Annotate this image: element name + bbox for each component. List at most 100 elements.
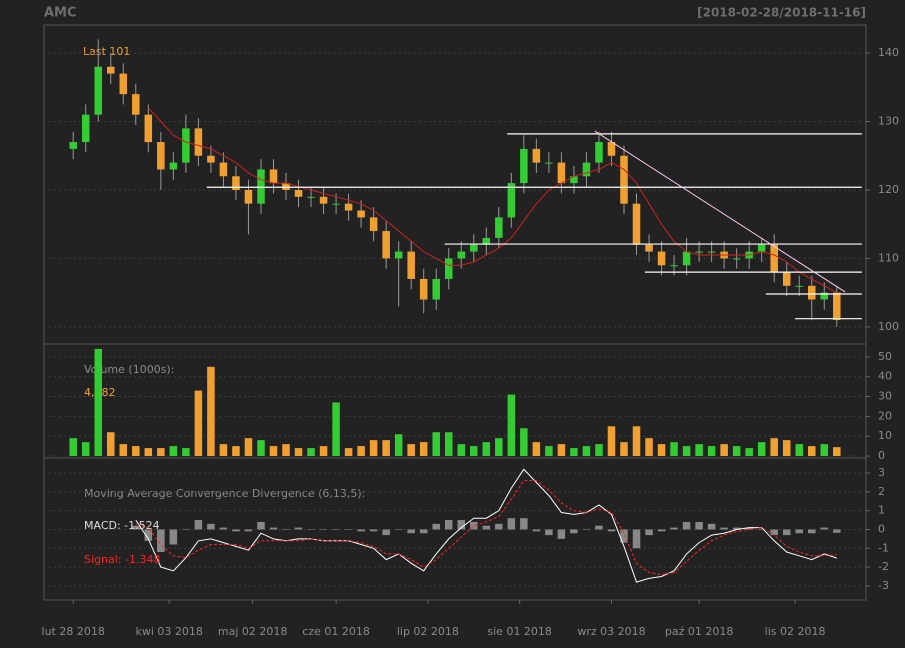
histogram-bar <box>482 525 491 530</box>
histogram-bar <box>169 529 178 545</box>
x-tick-label: paź 01 2018 <box>665 625 733 638</box>
candle-body <box>144 114 153 143</box>
candle-body <box>820 292 829 300</box>
volume-bar <box>670 442 678 457</box>
histogram-bar <box>833 529 841 533</box>
volume-bar <box>69 438 77 457</box>
y-tick-label: 120 <box>878 183 899 196</box>
histogram-bar <box>557 529 566 539</box>
volume-bar <box>207 366 215 457</box>
last-label: Last 101 <box>83 45 130 58</box>
volume-bar <box>357 446 365 457</box>
histogram-bar <box>257 521 265 530</box>
candle-body <box>507 183 516 218</box>
volume-bar <box>182 448 190 457</box>
volume-bar <box>682 446 691 457</box>
histogram-bar <box>307 529 315 530</box>
volume-bar <box>394 434 403 457</box>
volume-bar <box>795 444 803 457</box>
volume-bar <box>282 444 290 457</box>
histogram-bar <box>244 529 253 532</box>
candle-body <box>707 251 716 253</box>
histogram-bar <box>532 529 541 532</box>
histogram-bar <box>219 527 228 530</box>
candle-body <box>107 66 115 74</box>
candle-body <box>332 203 340 205</box>
candle-body <box>382 231 390 259</box>
y-tick-label: 0 <box>878 449 885 462</box>
volume-bar <box>369 440 378 457</box>
moving-average <box>147 107 838 294</box>
candle-body <box>394 251 403 259</box>
histogram-bar <box>682 521 691 530</box>
candle-body <box>570 176 578 184</box>
histogram-bar <box>132 525 140 530</box>
volume-bar <box>219 444 228 457</box>
volume-bar <box>482 442 491 457</box>
candle-body <box>495 217 503 238</box>
candle-body <box>532 148 541 163</box>
histogram-bar <box>332 529 340 530</box>
histogram-bar <box>657 529 666 532</box>
candle-body <box>357 210 365 218</box>
macd-title: Moving Average Convergence Divergence (6… <box>84 487 365 500</box>
histogram-bar <box>382 529 390 536</box>
histogram-bar <box>457 520 466 530</box>
histogram-bar <box>670 527 678 530</box>
candle-body <box>157 142 165 170</box>
candle-body <box>232 176 240 190</box>
volume-bar <box>782 440 791 457</box>
y-tick-label: 50 <box>878 350 892 363</box>
candle-body <box>808 285 816 300</box>
macd-line <box>135 468 837 583</box>
histogram-bar <box>720 527 728 530</box>
volume-bar <box>520 428 528 457</box>
candle-body <box>595 142 603 163</box>
candle-body <box>470 244 478 252</box>
volume-bar <box>457 444 466 457</box>
y-tick-label: 0 <box>878 522 885 535</box>
candle-body <box>94 66 102 115</box>
candle-body <box>294 189 303 197</box>
y-tick-label: 3 <box>878 466 885 479</box>
histogram-bar <box>820 527 829 530</box>
histogram-bar <box>407 529 415 534</box>
y-tick-label: 100 <box>878 320 899 333</box>
volume-bar <box>432 432 440 457</box>
histogram-bar <box>745 527 753 530</box>
candle-body <box>732 258 741 260</box>
candle-body <box>419 278 428 300</box>
candle-body <box>520 148 528 184</box>
volume-bar <box>582 446 591 457</box>
histogram-bar <box>782 529 791 536</box>
volume-bar <box>470 446 478 457</box>
volume-bar <box>808 446 816 457</box>
histogram-bar <box>319 529 328 530</box>
histogram-bar <box>645 529 653 536</box>
histogram-bar <box>570 529 578 534</box>
histogram-bar <box>369 529 378 532</box>
legend-entry: Signal: -1.348 <box>84 553 160 566</box>
histogram-bar <box>757 529 766 530</box>
histogram-bar <box>495 523 503 530</box>
candle-body <box>169 162 178 170</box>
y-tick-label: 140 <box>878 46 899 59</box>
volume-bar <box>132 446 140 457</box>
candle-body <box>307 196 315 198</box>
x-tick-label: cze 01 2018 <box>302 625 370 638</box>
y-tick-label: -2 <box>878 560 889 573</box>
candle-body <box>207 155 215 163</box>
candle-body <box>69 142 77 149</box>
volume-bar <box>169 446 178 457</box>
candle-body <box>132 94 140 115</box>
volume-bar <box>419 442 428 457</box>
volume-bar <box>657 444 666 457</box>
histogram-bar <box>707 523 716 530</box>
y-tick-label: 40 <box>878 370 892 383</box>
candle-body <box>257 169 265 204</box>
volume-bar <box>244 438 253 457</box>
volume-bar <box>707 446 716 457</box>
volume-bar <box>157 448 165 457</box>
histogram-bar <box>282 529 290 530</box>
histogram-bar <box>507 518 516 530</box>
